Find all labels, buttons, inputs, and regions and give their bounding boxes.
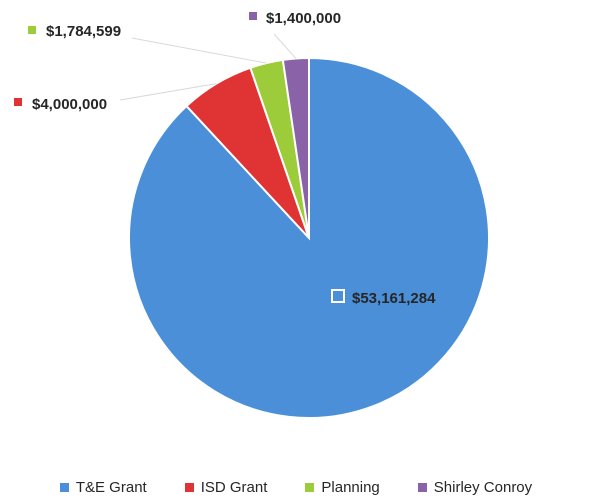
legend: T&E Grant ISD Grant Planning Shirley Con…	[0, 476, 592, 498]
legend-item-te-grant: T&E Grant	[59, 478, 147, 496]
data-label-shirley-conroy: $1,400,000	[266, 10, 341, 27]
leader-line-shirley-conroy	[273, 33, 297, 59]
data-label-te-grant: $53,161,284	[352, 290, 436, 307]
legend-label-shirley-conroy: Shirley Conroy	[433, 478, 533, 496]
leader-line-planning	[131, 37, 267, 64]
legend-label-planning: Planning	[321, 478, 380, 496]
data-label-marker-te-grant	[331, 289, 345, 303]
data-label-marker-planning	[28, 26, 36, 34]
legend-swatch-shirley-conroy	[417, 482, 427, 492]
legend-label-te-grant: T&E Grant	[75, 478, 147, 496]
legend-swatch-te-grant	[59, 482, 69, 492]
pie-chart-svg: $53,161,284 $4,000,000 $1,784,599 $1,400,00…	[14, 10, 490, 419]
data-label-planning: $1,784,599	[46, 23, 121, 40]
data-label-marker-isd-grant	[14, 98, 22, 106]
legend-label-isd-grant: ISD Grant	[200, 478, 268, 496]
legend-item-isd-grant: ISD Grant	[184, 478, 268, 496]
legend-item-shirley-conroy: Shirley Conroy	[417, 478, 533, 496]
leader-line-isd-grant	[119, 83, 217, 101]
pie-slice-shirley-conroy	[281, 56, 310, 239]
legend-swatch-planning	[305, 482, 315, 492]
data-label-isd-grant: $4,000,000	[32, 96, 107, 113]
legend-item-planning: Planning	[305, 478, 380, 496]
legend-swatch-isd-grant	[184, 482, 194, 492]
data-label-marker-shirley-conroy	[249, 12, 257, 20]
